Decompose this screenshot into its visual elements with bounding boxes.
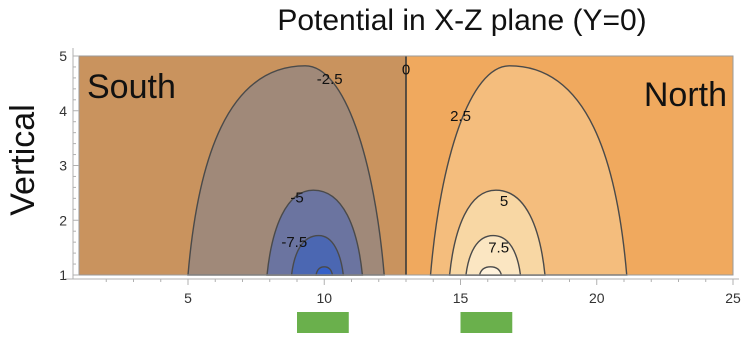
plot-area — [78, 55, 734, 276]
y-axis: 1 2 3 4 5 — [59, 48, 79, 283]
contour-label: -2.5 — [317, 71, 343, 88]
y-tick-label: 4 — [59, 103, 67, 119]
chart-title: Potential in X-Z plane (Y=0) — [277, 4, 646, 37]
contour-label: 0 — [402, 62, 410, 79]
y-tick-label: 5 — [59, 48, 67, 64]
x-tick-label: 25 — [725, 290, 741, 306]
marker-bar — [460, 312, 513, 333]
x-axis: 5 10 15 20 25 — [65, 278, 741, 306]
markers — [297, 312, 513, 333]
marker-bar — [297, 312, 349, 333]
y-tick-label: 2 — [59, 212, 67, 228]
y-tick-label: 3 — [59, 158, 67, 174]
contour-pos-7-5 — [465, 234, 522, 276]
contour-label: -5 — [290, 189, 303, 206]
x-tick-label: 15 — [453, 290, 469, 306]
region-label-north: North — [644, 76, 727, 114]
contour-pos-10 — [478, 266, 503, 276]
contour-neg-10 — [315, 266, 334, 276]
x-tick-label: 20 — [589, 290, 605, 306]
contour-label: 2.5 — [450, 108, 471, 125]
contour-label: 5 — [500, 193, 508, 210]
region-label-south: South — [87, 68, 176, 106]
contour-label: -7.5 — [281, 234, 307, 251]
contour-label: 7.5 — [488, 240, 509, 257]
contour-labels: -2.5 0 2.5 -5 5 -7.5 7.5 — [281, 62, 509, 257]
y-axis-label: Vertical — [4, 104, 42, 216]
contour-neg-7-5 — [290, 234, 345, 276]
x-tick-label: 10 — [316, 290, 332, 306]
y-tick-label: 1 — [59, 267, 67, 283]
x-tick-label: 5 — [184, 290, 192, 306]
